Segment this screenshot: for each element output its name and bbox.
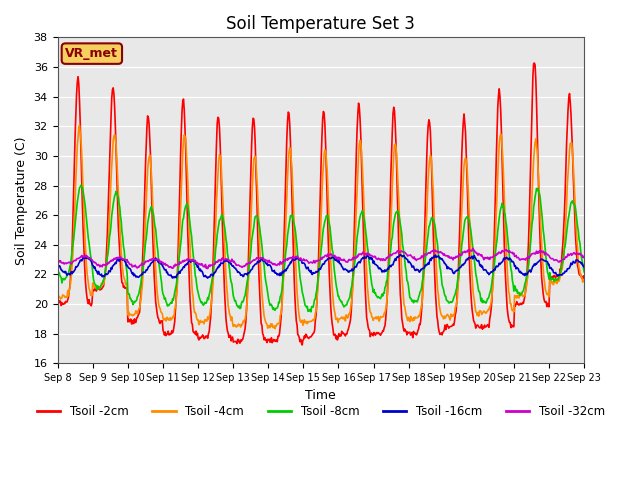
Tsoil -32cm [198,262,206,268]
Tsoil -32cm [54,258,61,264]
Tsoil -32cm [204,266,212,272]
Tsoil -4cm [402,308,410,314]
Tsoil -4cm [76,122,83,128]
Tsoil -32cm [469,245,477,251]
Tsoil -32cm [401,250,408,255]
Line: Tsoil -16cm: Tsoil -16cm [58,254,584,278]
Tsoil -32cm [580,255,588,261]
Tsoil -2cm [63,299,71,305]
Tsoil -8cm [118,229,126,235]
Line: Tsoil -32cm: Tsoil -32cm [58,248,584,269]
Tsoil -2cm [401,326,408,332]
Tsoil -2cm [117,274,125,279]
Tsoil -8cm [386,252,394,258]
Tsoil -2cm [171,319,179,324]
Tsoil -8cm [307,309,315,315]
Tsoil -32cm [63,260,71,266]
Tsoil -16cm [54,262,61,267]
Tsoil -4cm [63,294,71,300]
Tsoil -32cm [385,253,393,259]
Tsoil -2cm [198,332,206,338]
Tsoil -8cm [63,273,71,278]
Tsoil -16cm [63,273,71,278]
Tsoil -2cm [385,231,393,237]
Tsoil -16cm [580,264,588,270]
Tsoil -2cm [580,276,588,281]
Tsoil -4cm [54,294,61,300]
Tsoil -2cm [531,60,538,66]
Y-axis label: Soil Temperature (C): Soil Temperature (C) [15,136,28,264]
Tsoil -2cm [298,342,306,348]
Tsoil -4cm [200,319,207,325]
Line: Tsoil -4cm: Tsoil -4cm [58,125,584,329]
Text: VR_met: VR_met [65,47,118,60]
Tsoil -4cm [580,277,588,283]
Tsoil -8cm [580,269,588,275]
Tsoil -4cm [386,240,394,246]
Tsoil -16cm [117,256,125,262]
Tsoil -16cm [171,274,179,280]
Tsoil -8cm [172,286,179,292]
X-axis label: Time: Time [305,389,336,402]
Legend: Tsoil -2cm, Tsoil -4cm, Tsoil -8cm, Tsoil -16cm, Tsoil -32cm: Tsoil -2cm, Tsoil -4cm, Tsoil -8cm, Tsoi… [32,400,610,423]
Tsoil -16cm [198,269,206,275]
Title: Soil Temperature Set 3: Soil Temperature Set 3 [227,15,415,33]
Tsoil -16cm [385,264,393,269]
Line: Tsoil -8cm: Tsoil -8cm [58,185,584,312]
Tsoil -32cm [171,264,179,269]
Tsoil -8cm [200,302,207,308]
Tsoil -32cm [117,255,125,261]
Tsoil -8cm [402,264,410,270]
Tsoil -16cm [396,252,404,257]
Tsoil -8cm [54,265,61,271]
Tsoil -2cm [54,299,61,304]
Tsoil -4cm [118,262,126,267]
Tsoil -16cm [204,276,212,281]
Line: Tsoil -2cm: Tsoil -2cm [58,63,584,345]
Tsoil -4cm [271,326,279,332]
Tsoil -8cm [77,182,85,188]
Tsoil -4cm [172,305,179,311]
Tsoil -16cm [402,255,410,261]
